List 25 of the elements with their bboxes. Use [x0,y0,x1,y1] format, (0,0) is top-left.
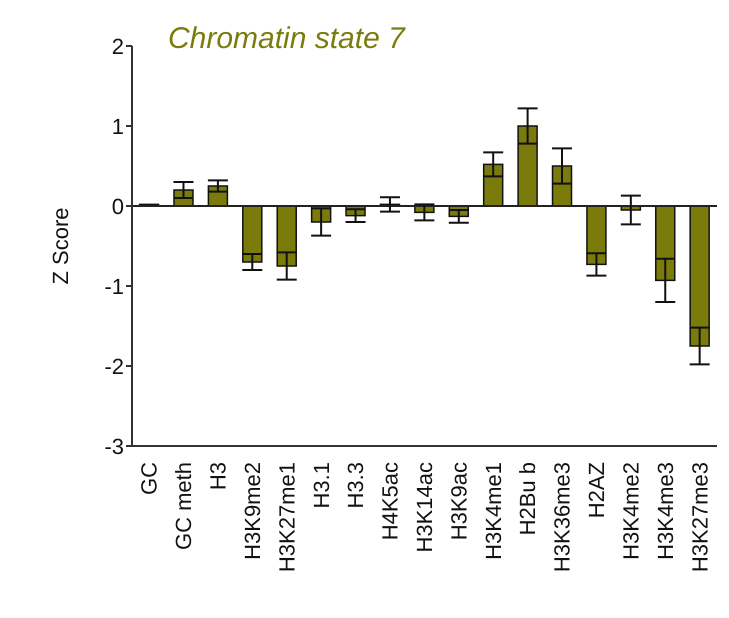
x-tick-label: H3K9me2 [240,462,265,560]
y-tick-label: 2 [112,34,124,59]
x-tick-label: H2Bu b [515,462,540,536]
x-tick-label: H3.3 [343,462,368,508]
x-tick-label: H3K4me3 [652,462,678,560]
x-tick-label: H3K9ac [446,462,472,540]
x-tick-label: H2AZ [584,462,610,518]
chart-title: Chromatin state 7 [168,22,405,56]
x-tick-label: H3 [206,462,231,490]
y-tick-label: -1 [104,274,124,299]
y-tick-label: 1 [112,114,124,139]
x-tick-label: H3K4me1 [480,462,506,560]
y-tick-label: -3 [104,434,124,459]
x-tick-label: GC meth [171,462,196,550]
y-axis-title: Z Score [48,207,73,285]
x-tick-label: H3K14ac [412,462,437,553]
y-tick-label: -2 [104,354,124,379]
x-tick-label: GC [136,462,162,495]
x-tick-label: H3K4me2 [618,462,644,560]
x-tick-label: H3K27me3 [687,462,712,572]
y-tick-label: 0 [112,194,124,219]
x-tick-label: H3.1 [308,462,334,508]
x-tick-label: H3K36me3 [550,462,575,572]
x-tick-label: H3K27me1 [274,462,300,572]
x-tick-label: H4K5ac [378,462,403,540]
